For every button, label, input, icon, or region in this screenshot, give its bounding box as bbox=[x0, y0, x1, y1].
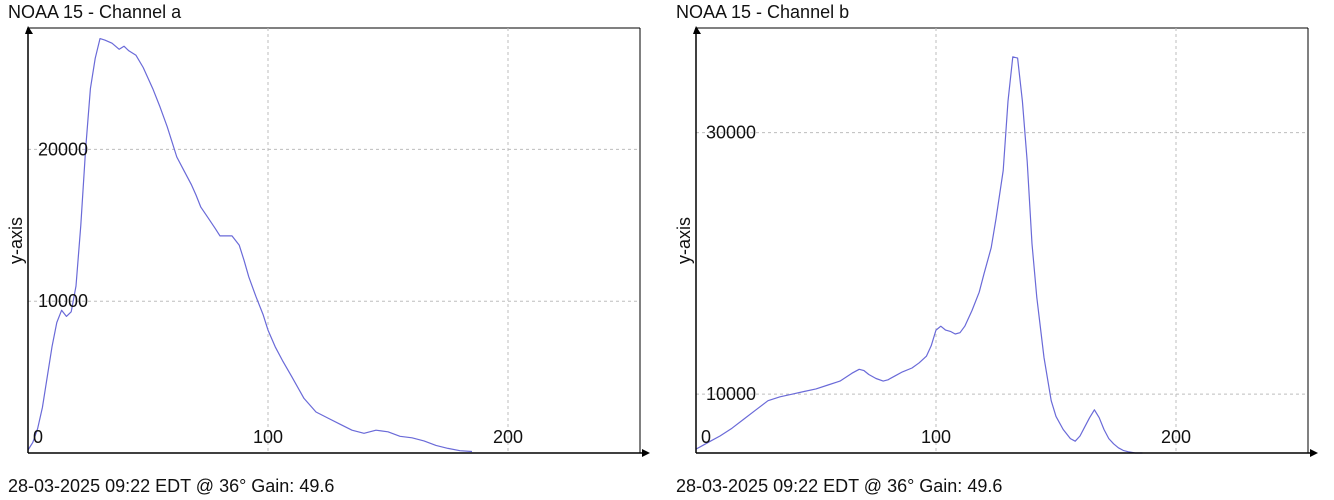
x-tick-label: 100 bbox=[921, 427, 951, 447]
chart-title: NOAA 15 - Channel b bbox=[676, 2, 850, 22]
y-axis-label: y-axis bbox=[674, 217, 694, 264]
x-tick-label: 200 bbox=[1161, 427, 1191, 447]
chart-footer: 28-03-2025 09:22 EDT @ 36° Gain: 49.6 bbox=[8, 476, 335, 496]
y-axis-arrow bbox=[25, 26, 33, 34]
chart-footer: 28-03-2025 09:22 EDT @ 36° Gain: 49.6 bbox=[676, 476, 1003, 496]
x-tick-label: 200 bbox=[493, 427, 523, 447]
x-axis-arrow bbox=[642, 449, 650, 457]
x-axis-arrow bbox=[1310, 449, 1318, 457]
x-tick-label: 0 bbox=[33, 427, 43, 447]
y-axis-arrow bbox=[693, 26, 701, 34]
chart-panel-a: NOAA 15 - Channel a 0 100 200 10000 20000 y-a… bbox=[6, 0, 658, 500]
y-axis-label: y-axis bbox=[6, 217, 26, 264]
series-line bbox=[27, 37, 473, 453]
chart-title: NOAA 15 - Channel a bbox=[8, 2, 182, 22]
x-tick-label: 0 bbox=[701, 427, 711, 447]
y-tick-label: 10000 bbox=[38, 291, 88, 311]
line-chart: 0 100 200 10000 30000 y-axis bbox=[674, 26, 1318, 457]
line-chart: 0 100 200 10000 20000 y-axis bbox=[6, 26, 650, 457]
chart-panel-b: NOAA 15 - Channel b 0 100 200 10000 30000 y-a… bbox=[674, 0, 1326, 500]
x-tick-label: 100 bbox=[253, 427, 283, 447]
y-tick-label: 20000 bbox=[38, 139, 88, 159]
series-line bbox=[695, 56, 1143, 454]
y-tick-label: 10000 bbox=[706, 384, 756, 404]
y-tick-label: 30000 bbox=[706, 123, 756, 143]
